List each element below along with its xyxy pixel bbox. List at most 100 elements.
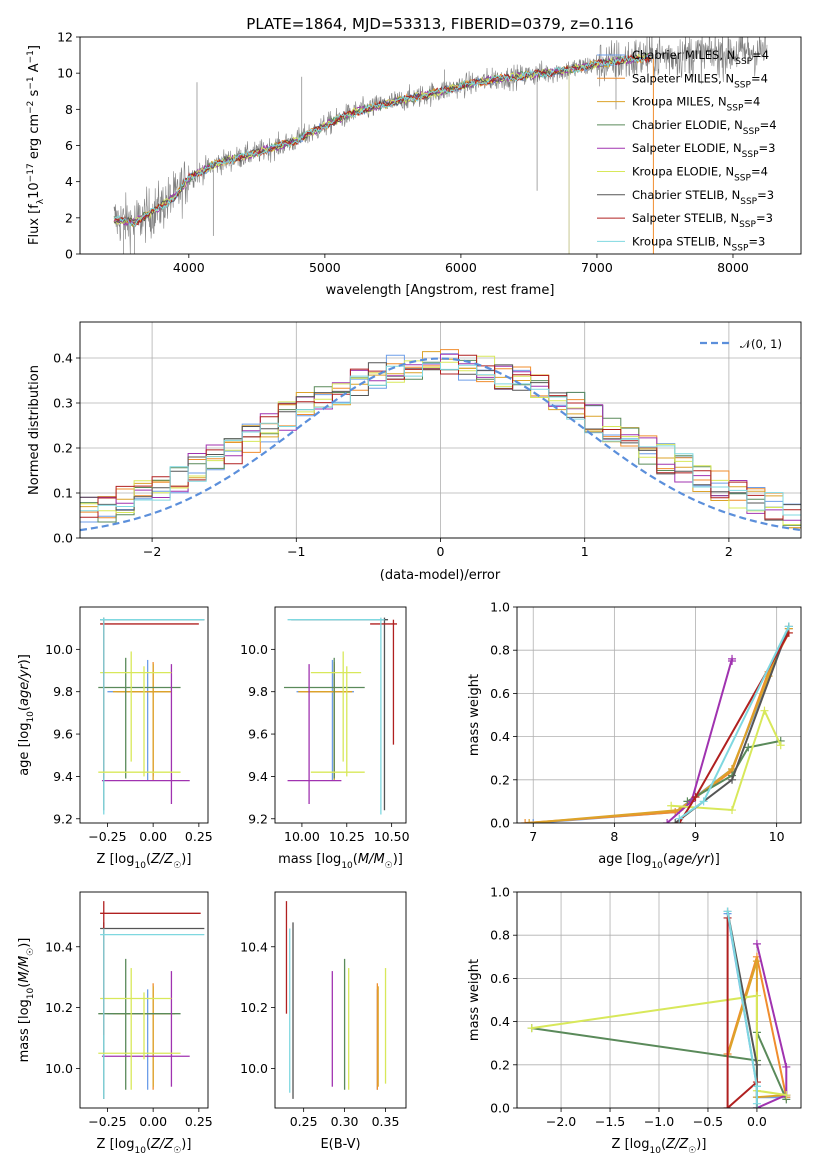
mass-weight-line-0	[533, 628, 790, 823]
y-tick-label: 0.6	[490, 686, 510, 701]
y-tick-label: 10.2	[240, 1000, 268, 1015]
label-part: )]	[17, 654, 32, 664]
label-part: SSP	[734, 80, 751, 90]
axes-frame	[274, 606, 407, 824]
label-part: Z/Z	[150, 852, 174, 867]
x-tick-label: −0.5	[693, 1114, 723, 1129]
x-tick-label: −1	[287, 544, 305, 559]
label-part: Z/Z	[150, 1137, 174, 1152]
label-part: E(B-V)	[320, 1137, 360, 1152]
label-part: )]	[181, 852, 191, 867]
mass-weight-marker	[529, 819, 538, 823]
x-tick-label: 0.30	[331, 1114, 359, 1129]
label-part: 10	[134, 861, 146, 871]
model-fit-2	[113, 53, 651, 227]
label-part: =3	[757, 188, 774, 202]
label-part: SSP	[734, 174, 751, 184]
x-axis-label: age [log10(age/yr)]	[598, 852, 720, 871]
label-part: M/M	[358, 852, 385, 867]
model-fit-1	[113, 55, 651, 227]
x-tick-label: 10.00	[284, 829, 320, 844]
label-part: s	[27, 89, 42, 100]
label-part: age [log	[598, 852, 651, 867]
x-tick-label: 0.25	[185, 829, 213, 844]
x-axis-label: mass [log10(M/M☉)]	[278, 852, 403, 871]
model-fit-4	[113, 54, 651, 226]
y-tick-label: 10.0	[45, 1061, 73, 1076]
model-fit-0	[114, 55, 651, 225]
mass-weight-marker	[723, 1104, 732, 1108]
legend-label: Kroupa ELODIE, NSSP=4	[632, 165, 768, 184]
model-fit-6	[113, 54, 651, 225]
mass-weight-marker	[691, 793, 700, 802]
figure-title: PLATE=1864, MJD=53313, FIBERID=0379, z=0…	[246, 15, 633, 33]
label-part: age [log	[17, 723, 32, 776]
label-part: ☉	[688, 1146, 696, 1156]
label-part: =3	[748, 234, 765, 248]
y-tick-label: 0.8	[490, 643, 510, 658]
x-tick-label: 0.25	[290, 1114, 318, 1129]
x-tick-label: −0.25	[88, 1114, 126, 1129]
axes-frame	[79, 891, 209, 1109]
mass-weight-marker	[752, 1082, 761, 1091]
y-tick-label: 9.6	[248, 727, 268, 742]
label-part: age/yr	[668, 852, 711, 867]
plot-area	[527, 907, 791, 1108]
y-tick-label: 0.2	[490, 1057, 510, 1072]
y-tick-label: 10.2	[45, 1000, 73, 1015]
mass-weight-marker	[784, 622, 793, 631]
label-part: =3	[756, 211, 773, 225]
label-part: mass [log	[278, 852, 341, 867]
mass-weight-marker	[728, 806, 737, 815]
label-part: =4	[760, 118, 777, 132]
mass-weight-line-5	[671, 707, 782, 812]
x-tick-label: −1.0	[644, 1114, 674, 1129]
label-part: Chabrier MILES, N	[632, 48, 735, 62]
x-tick-label: 8000	[717, 260, 749, 275]
label-part: Chabrier STELIB, N	[632, 188, 740, 202]
label-part: Flux [f	[27, 204, 42, 245]
y-axis-label: mass weight	[467, 674, 482, 756]
axes-frame	[79, 606, 209, 824]
x-tick-label: 9	[692, 829, 700, 844]
label-part: )]	[17, 938, 32, 948]
y-tick-label: 4	[65, 174, 73, 189]
label-part: ☉	[385, 861, 393, 871]
mass-weight-line-4	[755, 943, 788, 1108]
legend-label: Chabrier MILES, NSSP=4	[632, 48, 769, 67]
label-part: Salpeter ELODIE, N	[632, 141, 742, 155]
label-part: SSP	[742, 150, 759, 160]
mass-weight-marker	[527, 1024, 536, 1033]
label-part: Z/Z	[665, 1137, 689, 1152]
model-fit-3	[113, 52, 651, 226]
y-tick-label: 1.0	[490, 885, 510, 900]
y-tick-label: 10.0	[240, 1061, 268, 1076]
x-axis-label: wavelength [Angstrom, rest frame]	[326, 283, 555, 298]
mass-weight-marker	[752, 991, 761, 1000]
mass-weight-marker	[671, 819, 680, 823]
y-tick-label: 10	[57, 66, 73, 81]
plot-area	[98, 901, 205, 1099]
residual-legend: 𝒩(0, 1)	[700, 337, 782, 351]
label-part: =4	[743, 95, 760, 109]
mass-weight-marker	[782, 1062, 791, 1071]
x-tick-label: 0.00	[139, 829, 167, 844]
plot-area	[285, 901, 387, 1099]
y-tick-label: 8	[65, 102, 73, 117]
gaussian-curve	[80, 357, 801, 532]
x-tick-label: 0.0	[747, 1114, 767, 1129]
label-part: =4	[752, 48, 769, 62]
y-tick-label: 0.2	[53, 441, 73, 456]
y-tick-label: 0.4	[490, 1014, 510, 1029]
x-axis-label: (data-model)/error	[380, 568, 501, 583]
label-part: ]	[27, 45, 42, 50]
model-fit-8	[113, 54, 651, 227]
label-part: Kroupa MILES, N	[632, 95, 727, 109]
label-part: (	[661, 1137, 666, 1152]
x-axis-label: Z [log10(Z/Z☉)]	[97, 852, 192, 871]
mass-weight-marker	[728, 775, 737, 784]
mass-weight-marker	[782, 1091, 791, 1100]
label-part: Chabrier ELODIE, N	[632, 118, 743, 132]
y-tick-label: 9.8	[248, 684, 268, 699]
